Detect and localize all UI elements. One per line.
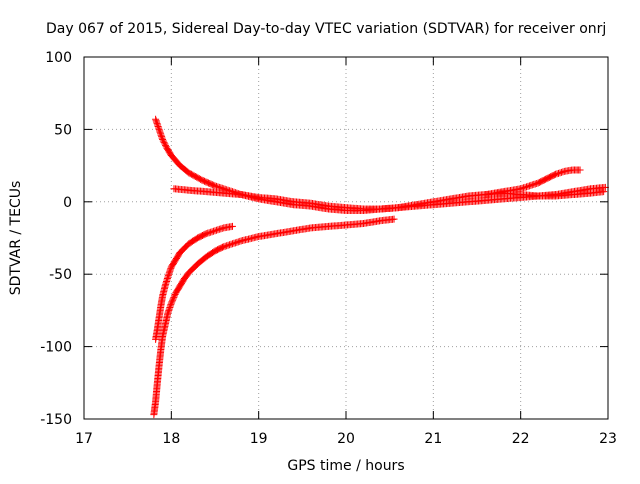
data-point-marker	[169, 295, 177, 303]
y-tick-label: -150	[40, 412, 72, 428]
data-point-marker	[168, 298, 176, 306]
data-point-marker	[159, 137, 167, 145]
data-point-marker	[228, 222, 236, 230]
data-point-marker	[167, 299, 175, 307]
data-point-marker	[161, 140, 169, 148]
series-arc-lower-long	[150, 215, 398, 419]
x-tick-label: 18	[162, 431, 180, 447]
data-point-marker	[600, 188, 608, 196]
data-point-marker	[170, 292, 178, 300]
series-arc-late-flat	[482, 188, 608, 200]
data-point-marker	[170, 293, 178, 301]
data-point-marker	[159, 136, 167, 144]
data-point-marker	[169, 296, 177, 304]
data-point-marker	[576, 166, 584, 174]
x-tick-label: 19	[250, 431, 268, 447]
y-tick-label: 100	[45, 50, 72, 66]
series-arc-lower-short	[152, 222, 236, 343]
x-tick-label: 21	[424, 431, 442, 447]
y-axis-label: SDTVAR / TECUs	[8, 181, 24, 296]
plot-frame	[83, 56, 609, 420]
data-point-marker	[390, 215, 398, 223]
y-tick-label: -50	[49, 267, 72, 283]
y-tick-label: 0	[63, 195, 72, 211]
data-point-marker	[162, 141, 170, 149]
x-tick-label: 17	[75, 431, 93, 447]
y-tick-label: 50	[54, 122, 72, 138]
chart-title: Day 067 of 2015, Sidereal Day-to-day VTE…	[46, 21, 606, 37]
data-point-marker	[160, 138, 168, 146]
x-tick-label: 23	[599, 431, 617, 447]
x-axis-label: GPS time / hours	[287, 458, 404, 474]
x-tick-label: 22	[512, 431, 530, 447]
tick-labels: 17 18 19 20 21 22 23 -150 -100 -50 0 50 100	[40, 50, 617, 447]
y-tick-label: -100	[40, 340, 72, 356]
x-tick-label: 20	[337, 431, 355, 447]
data-series	[150, 115, 609, 419]
